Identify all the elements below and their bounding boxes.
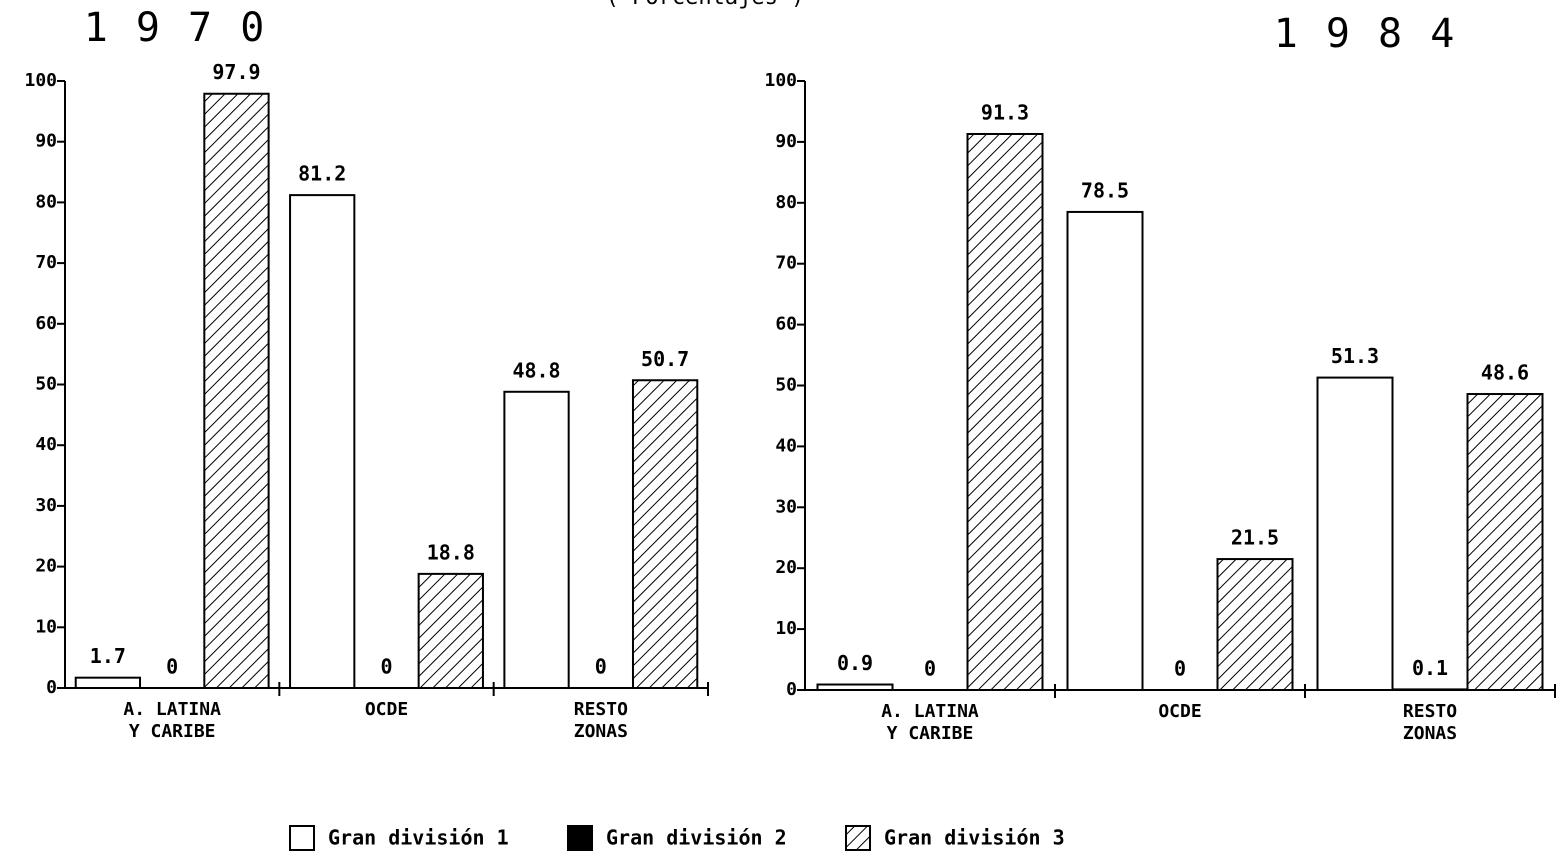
subtitle: ( Porcentajes ) (606, 0, 805, 10)
y-tick-label: 90 (775, 131, 797, 152)
y-tick-label: 40 (775, 435, 797, 456)
value-label: 48.6 (1481, 361, 1529, 385)
bar (631, 379, 699, 689)
value-label: 48.8 (512, 358, 560, 382)
x-tick-label: OCDE (1158, 701, 1201, 722)
legend-label: Gran división 1 (328, 826, 509, 850)
y-tick-label: 20 (35, 556, 57, 577)
y-tick-label: 40 (35, 434, 57, 455)
y-tick-label: 10 (775, 618, 797, 639)
x-tick-label: RESTO ZONAS (1403, 701, 1457, 744)
chart-title: 1 9 7 0 (84, 5, 267, 51)
x-tick-label: RESTO ZONAS (574, 699, 628, 742)
bar (1391, 688, 1469, 691)
bar (966, 132, 1044, 692)
value-label: 97.9 (212, 60, 260, 84)
bar (1316, 376, 1394, 691)
bar (816, 683, 894, 691)
value-label: 0 (380, 655, 392, 679)
chart-title: 1 9 8 4 (1274, 11, 1457, 57)
value-label: 0 (595, 655, 607, 679)
value-label: 18.8 (427, 540, 475, 564)
value-label: 51.3 (1331, 344, 1379, 368)
y-tick-label: 60 (35, 313, 57, 334)
y-tick-label: 70 (775, 253, 797, 274)
y-tick-label: 100 (764, 70, 797, 91)
value-label: 50.7 (641, 347, 689, 371)
y-tick-label: 50 (35, 374, 57, 395)
value-label: 0 (166, 655, 178, 679)
value-label: 0 (924, 657, 936, 681)
value-label: 81.2 (298, 162, 346, 186)
y-tick-label: 80 (775, 192, 797, 213)
legend-label: Gran división 2 (606, 826, 787, 850)
y-tick-label: 50 (775, 375, 797, 396)
bar (1466, 393, 1544, 691)
x-tick-label: OCDE (365, 699, 408, 720)
y-tick-label: 10 (35, 616, 57, 637)
y-tick-label: 80 (35, 191, 57, 212)
y-tick-label: 20 (775, 557, 797, 578)
bar (74, 676, 142, 690)
bar (1216, 558, 1294, 691)
y-tick-label: 90 (35, 131, 57, 152)
legend-swatch (567, 825, 593, 851)
bar (289, 194, 356, 689)
value-label: 78.5 (1081, 178, 1129, 202)
value-label: 0.1 (1412, 656, 1448, 680)
legend-label: Gran división 3 (884, 826, 1065, 850)
bar (417, 572, 484, 689)
x-tick-label: A. LATINA Y CARIBE (123, 699, 221, 742)
y-tick-label: 30 (775, 496, 797, 517)
y-tick-label: 30 (35, 495, 57, 516)
bar (503, 390, 570, 689)
value-label: 91.3 (981, 100, 1029, 124)
value-label: 0.9 (837, 651, 873, 675)
value-label: 0 (1174, 657, 1186, 681)
value-label: 21.5 (1231, 526, 1279, 550)
y-tick-label: 0 (786, 679, 797, 700)
y-tick-label: 0 (46, 677, 57, 698)
legend-swatch (845, 825, 871, 851)
bar (203, 92, 270, 689)
value-label: 1.7 (90, 644, 126, 668)
x-tick-label: A. LATINA Y CARIBE (881, 701, 979, 744)
y-tick-label: 70 (35, 252, 57, 273)
legend-swatch (289, 825, 315, 851)
y-tick-label: 100 (24, 70, 57, 91)
y-tick-label: 60 (775, 314, 797, 335)
bar (1066, 210, 1144, 691)
